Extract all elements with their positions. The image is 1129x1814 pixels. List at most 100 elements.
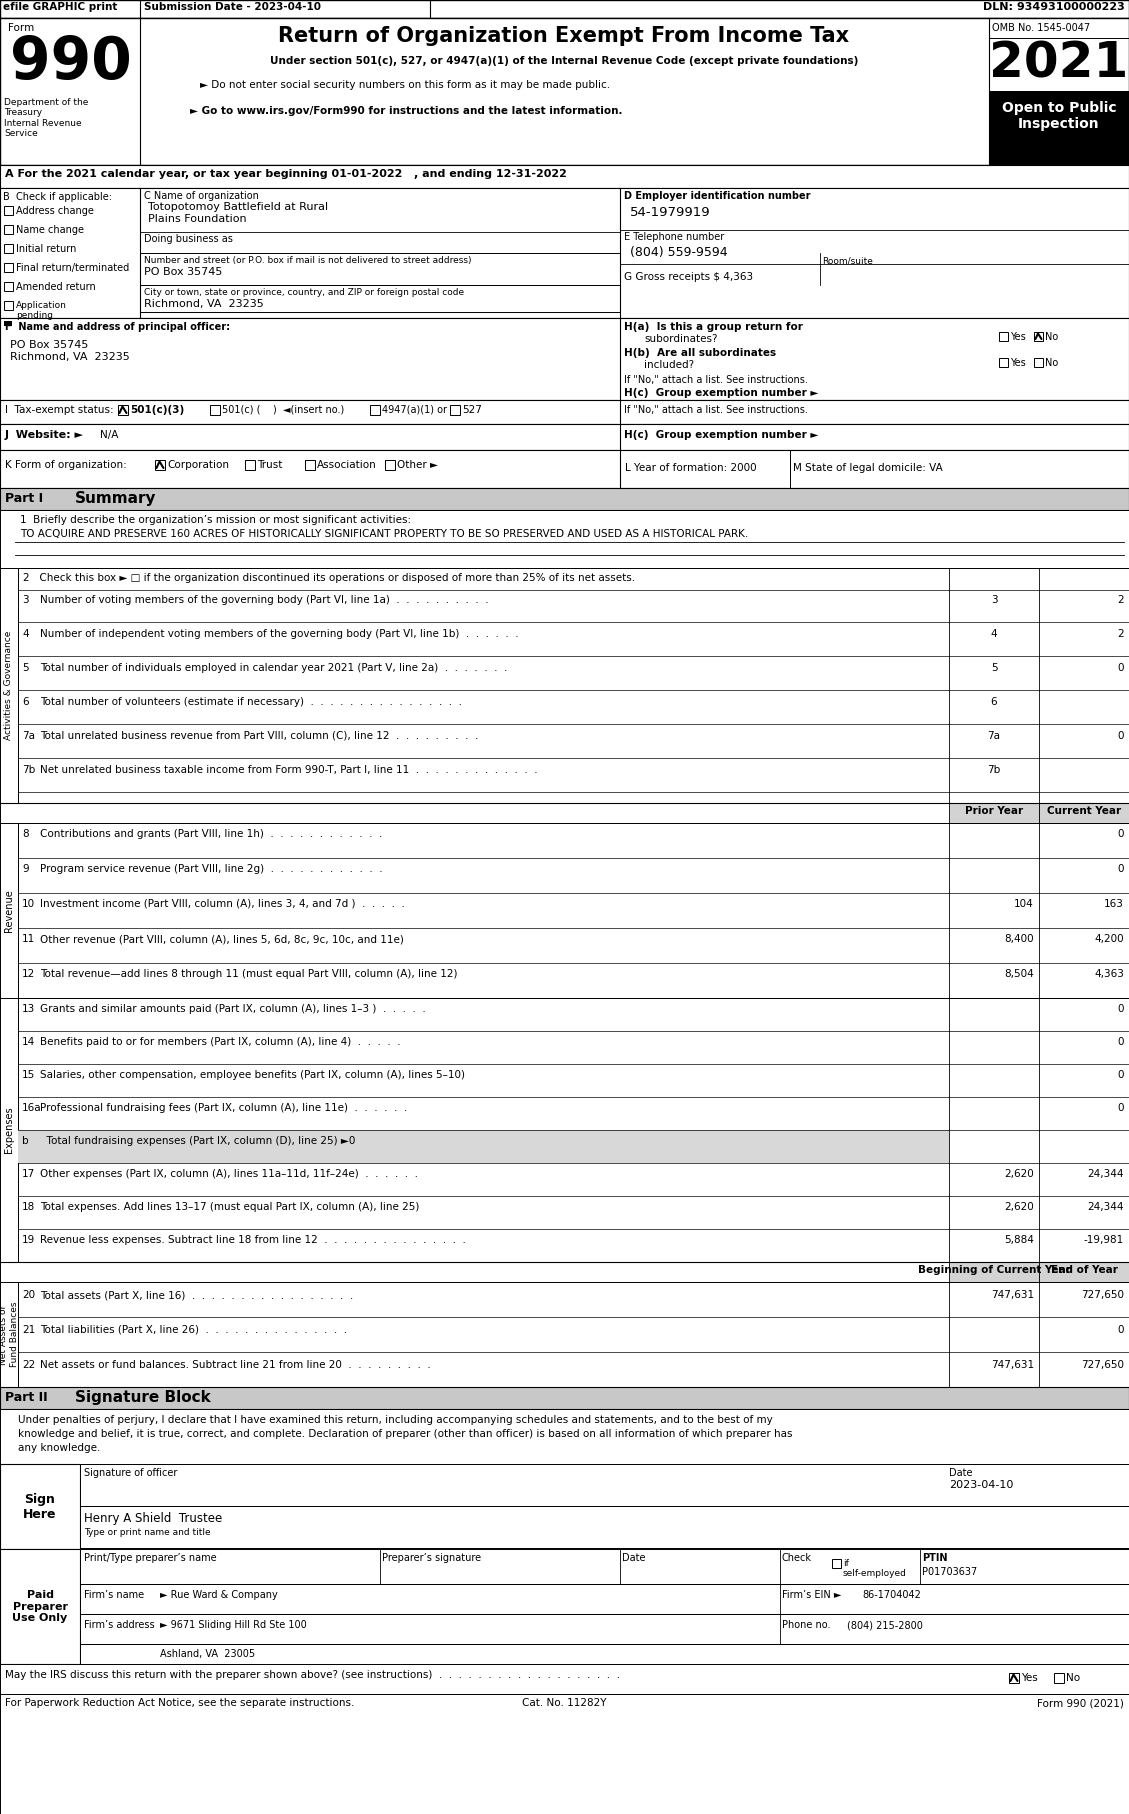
Bar [210, 405, 220, 415]
Text: Total revenue—add lines 8 through 11 (must equal Part VIII, column (A), line 12): Total revenue—add lines 8 through 11 (mu… [40, 969, 457, 980]
Text: 2021: 2021 [989, 40, 1129, 89]
Text: Firm’s EIN ►: Firm’s EIN ► [782, 1591, 841, 1600]
Text: Number and street (or P.O. box if mail is not delivered to street address): Number and street (or P.O. box if mail i… [145, 256, 472, 265]
Text: Total number of individuals employed in calendar year 2021 (Part V, line 2a)  . : Total number of individuals employed in … [40, 662, 507, 673]
Text: OMB No. 1545-0047: OMB No. 1545-0047 [992, 24, 1091, 33]
Bar [80, 1506, 1129, 1547]
Text: 3: 3 [990, 595, 997, 606]
Text: Initial return: Initial return [16, 245, 77, 254]
Text: Total assets (Part X, line 16)  .  .  .  .  .  .  .  .  .  .  .  .  .  .  .  .  : Total assets (Part X, line 16) . . . . .… [40, 1290, 353, 1301]
Text: 7b: 7b [21, 766, 35, 775]
Text: Plains Foundation: Plains Foundation [148, 214, 246, 223]
Text: 12: 12 [21, 969, 35, 980]
Text: Benefits paid to or for members (Part IX, column (A), line 4)  .  .  .  .  .: Benefits paid to or for members (Part IX… [40, 1038, 401, 1047]
Text: Trust: Trust [257, 461, 282, 470]
Bar [0, 1282, 18, 1388]
Bar [0, 424, 1129, 450]
Bar [80, 1549, 1129, 1584]
Text: 5,884: 5,884 [1004, 1235, 1034, 1244]
Bar [18, 998, 1129, 1263]
Text: Yes: Yes [1021, 1673, 1038, 1683]
Bar [0, 450, 1129, 488]
Text: Signature of officer: Signature of officer [84, 1468, 177, 1478]
Text: Salaries, other compensation, employee benefits (Part IX, column (A), lines 5–10: Salaries, other compensation, employee b… [40, 1070, 465, 1079]
Text: Return of Organization Exempt From Income Tax: Return of Organization Exempt From Incom… [279, 25, 849, 45]
Bar [5, 263, 14, 272]
Bar [0, 1464, 80, 1549]
Text: No: No [1045, 357, 1058, 368]
Text: 18: 18 [21, 1203, 35, 1212]
Text: Sign
Here: Sign Here [24, 1493, 56, 1520]
Text: Print/Type preparer’s name: Print/Type preparer’s name [84, 1553, 217, 1564]
Text: 6: 6 [21, 697, 28, 707]
Bar [5, 245, 14, 252]
Text: Final return/terminated: Final return/terminated [16, 263, 129, 272]
Text: 16a: 16a [21, 1103, 42, 1114]
Text: J  Website: ►: J Website: ► [5, 430, 84, 441]
Bar [832, 1558, 841, 1567]
Bar [80, 1584, 1129, 1614]
Bar [18, 824, 1129, 998]
Bar [0, 1549, 80, 1663]
Text: B  Check if applicable:: B Check if applicable: [3, 192, 112, 201]
Text: 0: 0 [1118, 662, 1124, 673]
Text: (804) 559-9594: (804) 559-9594 [630, 247, 727, 259]
Text: 0: 0 [1118, 1003, 1124, 1014]
Bar [989, 91, 1129, 165]
Text: Association: Association [317, 461, 377, 470]
Text: C Name of organization: C Name of organization [145, 190, 259, 201]
Text: Firm’s name: Firm’s name [84, 1591, 145, 1600]
Text: Other ►: Other ► [397, 461, 438, 470]
Text: 501(c)(3): 501(c)(3) [130, 405, 184, 415]
Text: H(c)  Group exemption number ►: H(c) Group exemption number ► [624, 430, 819, 441]
Text: Date: Date [622, 1553, 646, 1564]
Bar [1039, 1263, 1129, 1282]
Bar [0, 1663, 1129, 1694]
Text: ► Go to www.irs.gov/Form990 for instructions and the latest information.: ► Go to www.irs.gov/Form990 for instruct… [190, 105, 622, 116]
Text: 19: 19 [21, 1235, 35, 1244]
Text: ► 9671 Sliding Hill Rd Ste 100: ► 9671 Sliding Hill Rd Ste 100 [160, 1620, 307, 1631]
Text: Room/suite: Room/suite [822, 256, 873, 265]
Text: 20: 20 [21, 1290, 35, 1301]
Bar [0, 568, 18, 804]
Text: Department of the
Treasury
Internal Revenue
Service: Department of the Treasury Internal Reve… [5, 98, 88, 138]
Bar [1009, 1673, 1019, 1683]
Text: Net unrelated business taxable income from Form 990-T, Part I, line 11  .  .  . : Net unrelated business taxable income fr… [40, 766, 537, 775]
Text: Net assets or fund balances. Subtract line 21 from line 20  .  .  .  .  .  .  . : Net assets or fund balances. Subtract li… [40, 1360, 431, 1370]
Text: Other revenue (Part VIII, column (A), lines 5, 6d, 8c, 9c, 10c, and 11e): Other revenue (Part VIII, column (A), li… [40, 934, 404, 943]
Text: 1  Briefly describe the organization’s mission or most significant activities:: 1 Briefly describe the organization’s mi… [20, 515, 411, 524]
Text: 527: 527 [462, 405, 482, 415]
Bar [0, 401, 1129, 424]
Text: 163: 163 [1104, 900, 1124, 909]
Text: M State of legal domicile: VA: M State of legal domicile: VA [793, 463, 943, 473]
Text: 2,620: 2,620 [1005, 1168, 1034, 1179]
Text: 990: 990 [10, 34, 132, 91]
Bar [80, 1614, 1129, 1643]
Bar [450, 405, 460, 415]
Bar [0, 998, 18, 1263]
Text: 24,344: 24,344 [1087, 1168, 1124, 1179]
Text: if
self-employed: if self-employed [843, 1558, 907, 1578]
Bar [1054, 1673, 1064, 1683]
Bar [155, 461, 165, 470]
Bar [0, 1263, 1129, 1282]
Bar [18, 1130, 949, 1163]
Text: 2: 2 [1118, 629, 1124, 639]
Text: Richmond, VA  23235: Richmond, VA 23235 [145, 299, 264, 308]
Bar [0, 317, 1129, 401]
Bar [5, 301, 14, 310]
Text: Cat. No. 11282Y: Cat. No. 11282Y [522, 1698, 606, 1709]
Bar [0, 1409, 1129, 1464]
Text: Total liabilities (Part X, line 26)  .  .  .  .  .  .  .  .  .  .  .  .  .  .  .: Total liabilities (Part X, line 26) . . … [40, 1324, 347, 1335]
Bar [0, 189, 1129, 317]
Text: 7b: 7b [988, 766, 1000, 775]
Text: Type or print name and title: Type or print name and title [84, 1527, 211, 1536]
Text: Current Year: Current Year [1047, 805, 1121, 816]
Text: 0: 0 [1118, 1038, 1124, 1047]
Text: 104: 104 [1014, 900, 1034, 909]
Text: PO Box 35745: PO Box 35745 [145, 267, 222, 278]
Text: Check: Check [782, 1553, 812, 1564]
Text: 21: 21 [21, 1324, 35, 1335]
Text: Henry A Shield  Trustee: Henry A Shield Trustee [84, 1513, 222, 1526]
Text: Yes: Yes [1010, 332, 1026, 343]
